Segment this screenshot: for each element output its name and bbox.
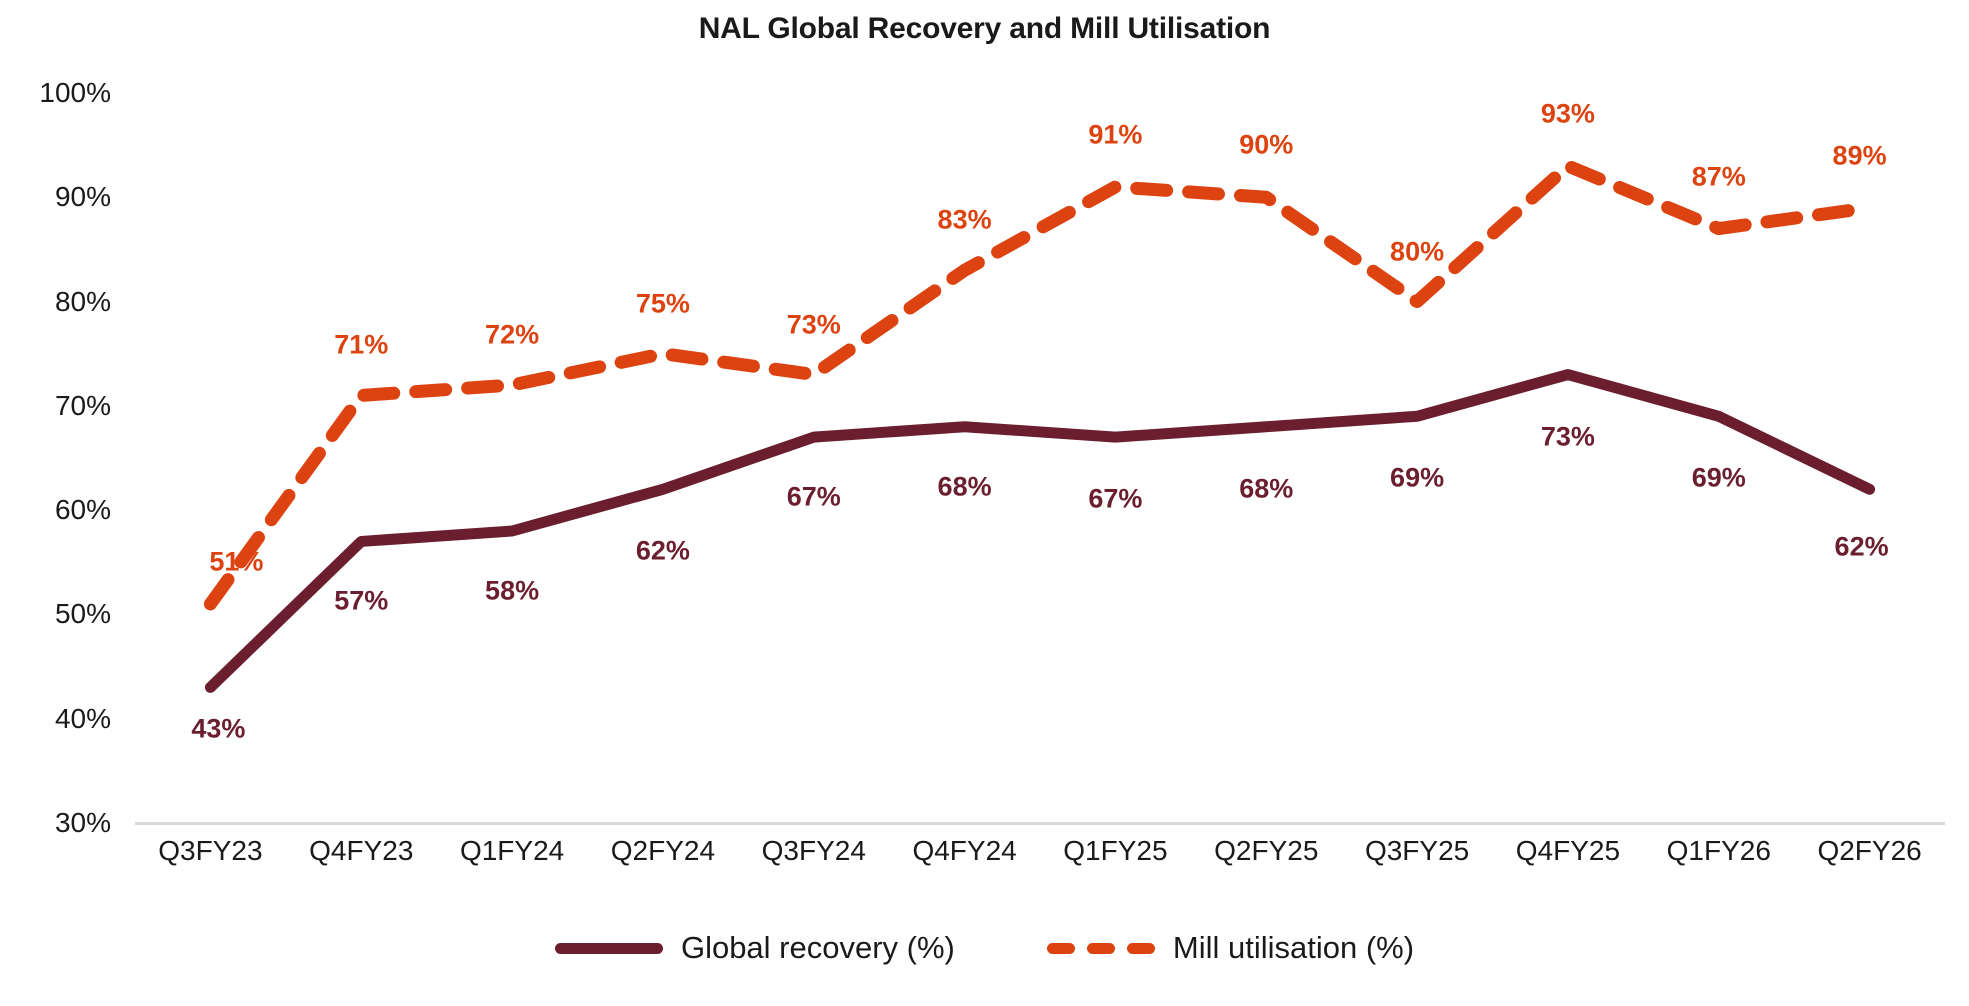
- legend-item[interactable]: Global recovery (%): [554, 930, 955, 966]
- legend-dashed-line-icon: [1046, 942, 1155, 954]
- y-axis-tick-label: 60%: [54, 494, 111, 526]
- x-axis-tick-label: Q1FY24: [459, 835, 565, 866]
- x-axis-tick-label: Q4FY25: [1515, 835, 1621, 866]
- y-axis-tick-label: 30%: [54, 807, 111, 838]
- plot-area: 43% 57% 58% 62% 67% 68% 67% 68% 69% 73% 69% 62% 51% 7…: [135, 93, 1945, 823]
- series-line: [204, 369, 1876, 693]
- x-axis-tick-label: Q1FY25: [1063, 835, 1168, 866]
- legend-item[interactable]: Mill utilisation (%): [1046, 930, 1415, 966]
- y-axis-tick-label: 40%: [54, 702, 111, 734]
- chart-legend: Global recovery (%) Mill utilisation (%): [0, 930, 1969, 966]
- x-axis-tick-label: Q1FY26: [1666, 835, 1771, 866]
- y-axis-tick-label: 50%: [54, 598, 111, 630]
- chart-title: NAL Global Recovery and Mill Utilisation: [698, 12, 1271, 45]
- series-lines: [203, 159, 1877, 693]
- legend-label: Mill utilisation (%): [1172, 930, 1415, 965]
- x-axis-tick-label: Q4FY24: [912, 835, 1017, 866]
- x-axis: Q3FY23 Q4FY23 Q1FY24 Q2FY24 Q3FY24 Q4FY24 Q1FY…: [135, 835, 1945, 883]
- legend-solid-line-icon: [554, 942, 663, 954]
- x-axis-tick-label: Q3FY23: [158, 835, 263, 866]
- y-axis-tick-label: 70%: [54, 389, 111, 421]
- x-axis-tick-label: Q3FY24: [761, 835, 866, 866]
- x-axis-tick-label: Q2FY26: [1817, 835, 1922, 866]
- x-axis-tick-label: Q2FY25: [1214, 835, 1319, 866]
- x-axis-baseline: [135, 822, 1945, 825]
- x-axis-tick-label: Q4FY23: [309, 835, 414, 866]
- legend-label: Global recovery (%): [680, 930, 955, 965]
- y-axis-tick-label: 100%: [39, 77, 111, 108]
- series-line: [203, 159, 1877, 611]
- x-axis-tick-label: Q2FY24: [610, 835, 716, 866]
- x-axis-tick-label: Q3FY25: [1364, 835, 1470, 866]
- y-axis-tick-label: 80%: [54, 285, 111, 317]
- y-axis: 100% 90% 80% 70% 60% 50% 40% 30%: [0, 77, 125, 838]
- y-axis-tick-label: 90%: [54, 181, 111, 213]
